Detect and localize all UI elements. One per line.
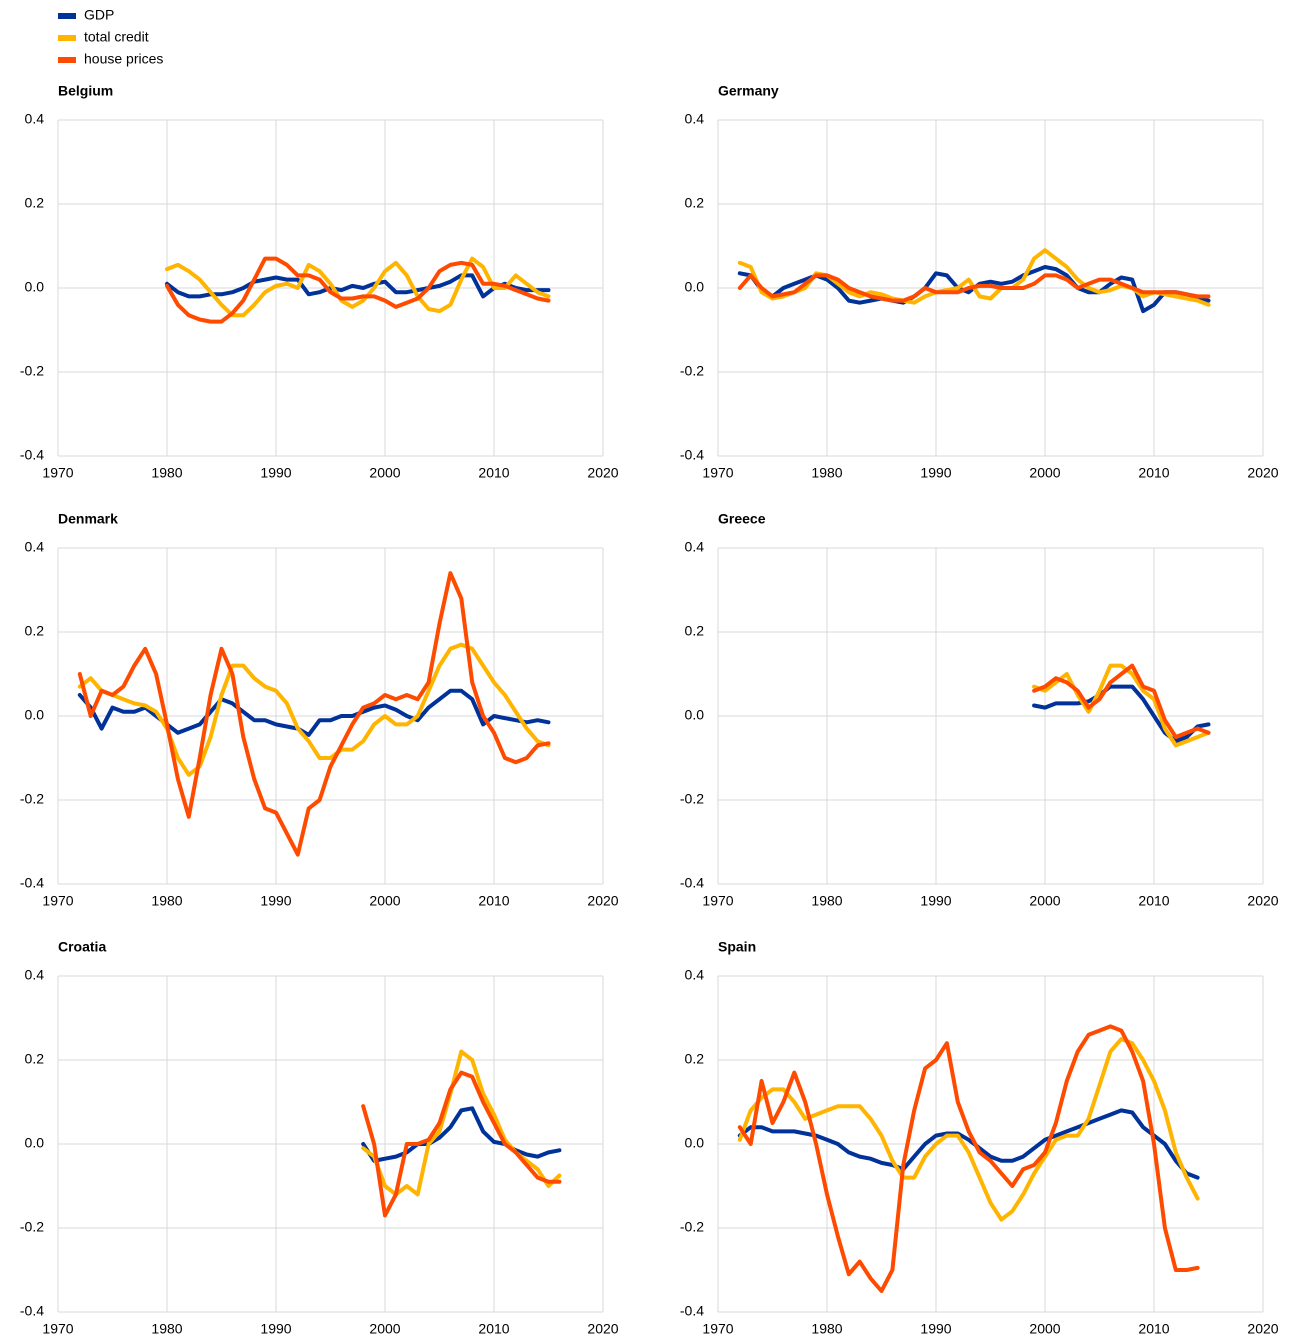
y-tick-label: -0.4 [20, 447, 44, 463]
y-tick-label: 0.0 [685, 279, 705, 295]
x-tick-label: 1990 [920, 465, 951, 481]
y-tick-label: 0.2 [685, 1051, 705, 1067]
x-tick-label: 2020 [1247, 893, 1278, 909]
x-tick-label: 2020 [587, 465, 618, 481]
y-tick-label: -0.2 [680, 791, 704, 807]
x-tick-label: 1980 [811, 1321, 842, 1337]
y-tick-label: -0.4 [20, 875, 44, 891]
x-tick-label: 2010 [478, 465, 509, 481]
y-tick-label: 0.0 [685, 707, 705, 723]
y-tick-label: -0.4 [680, 875, 704, 891]
x-tick-label: 1980 [811, 465, 842, 481]
legend-swatch [58, 35, 76, 41]
y-tick-label: 0.4 [685, 111, 705, 127]
y-tick-label: 0.4 [25, 967, 45, 983]
series-line [361, 1070, 562, 1218]
chart-title: Denmark [58, 511, 118, 527]
series-line [737, 1037, 1200, 1222]
x-tick-label: 1990 [260, 893, 291, 909]
x-tick-label: 2000 [1029, 465, 1060, 481]
x-tick-label: 2010 [478, 893, 509, 909]
y-tick-label: -0.4 [20, 1303, 44, 1319]
series-line [1032, 663, 1211, 748]
x-tick-label: 2000 [1029, 1321, 1060, 1337]
x-tick-label: 1990 [260, 1321, 291, 1337]
x-tick-label: 1970 [42, 893, 73, 909]
y-tick-label: 0.0 [685, 1135, 705, 1151]
y-tick-label: 0.2 [25, 623, 45, 639]
x-tick-label: 2000 [369, 893, 400, 909]
y-tick-label: -0.4 [680, 1303, 704, 1319]
x-tick-label: 2010 [1138, 1321, 1169, 1337]
legend-label: house prices [84, 51, 163, 67]
y-tick-label: 0.0 [25, 1135, 45, 1151]
x-tick-label: 1970 [702, 465, 733, 481]
x-tick-label: 2000 [1029, 893, 1060, 909]
y-tick-label: 0.4 [685, 539, 705, 555]
chart-title: Belgium [58, 83, 113, 99]
y-tick-label: 0.2 [25, 195, 45, 211]
y-tick-label: 0.0 [25, 279, 45, 295]
y-tick-label: 0.4 [685, 967, 705, 983]
x-tick-label: 1980 [151, 465, 182, 481]
chart-title: Germany [718, 83, 779, 99]
series-line [165, 256, 551, 324]
y-tick-label: 0.0 [25, 707, 45, 723]
chart-title: Croatia [58, 939, 106, 955]
series-line [1032, 684, 1211, 744]
x-tick-label: 1970 [42, 465, 73, 481]
y-tick-label: -0.2 [680, 1219, 704, 1235]
y-tick-label: 0.2 [25, 1051, 45, 1067]
series-line [737, 1024, 1200, 1293]
series-line [737, 1108, 1200, 1180]
x-tick-label: 1980 [151, 893, 182, 909]
legend-swatch [58, 13, 76, 19]
y-tick-label: -0.4 [680, 447, 704, 463]
chart-title: Spain [718, 939, 756, 955]
y-tick-label: -0.2 [20, 791, 44, 807]
x-tick-label: 1990 [920, 1321, 951, 1337]
y-tick-label: -0.2 [20, 1219, 44, 1235]
legend-label: total credit [84, 29, 149, 45]
legend-swatch [58, 57, 76, 63]
x-tick-label: 1970 [42, 1321, 73, 1337]
x-tick-label: 1970 [702, 893, 733, 909]
x-tick-label: 2000 [369, 465, 400, 481]
x-tick-label: 2020 [1247, 1321, 1278, 1337]
x-tick-label: 2010 [478, 1321, 509, 1337]
legend-label: GDP [84, 7, 114, 23]
series-line [77, 571, 551, 857]
y-tick-label: 0.4 [25, 111, 45, 127]
chart-title: Greece [718, 511, 766, 527]
y-tick-label: -0.2 [20, 363, 44, 379]
series-line [361, 1106, 562, 1163]
series-line [737, 273, 1211, 303]
x-tick-label: 1980 [811, 893, 842, 909]
x-tick-label: 2020 [1247, 465, 1278, 481]
x-tick-label: 1990 [920, 893, 951, 909]
x-tick-label: 1970 [702, 1321, 733, 1337]
y-tick-label: -0.2 [680, 363, 704, 379]
x-tick-label: 1980 [151, 1321, 182, 1337]
x-tick-label: 1990 [260, 465, 291, 481]
series-line [77, 642, 551, 777]
y-tick-label: 0.4 [25, 539, 45, 555]
x-tick-label: 2010 [1138, 893, 1169, 909]
y-tick-label: 0.2 [685, 195, 705, 211]
x-tick-label: 2010 [1138, 465, 1169, 481]
series-line [1032, 663, 1211, 739]
x-tick-label: 2020 [587, 893, 618, 909]
x-tick-label: 2000 [369, 1321, 400, 1337]
x-tick-label: 2020 [587, 1321, 618, 1337]
y-tick-label: 0.2 [685, 623, 705, 639]
series-line [165, 273, 551, 299]
